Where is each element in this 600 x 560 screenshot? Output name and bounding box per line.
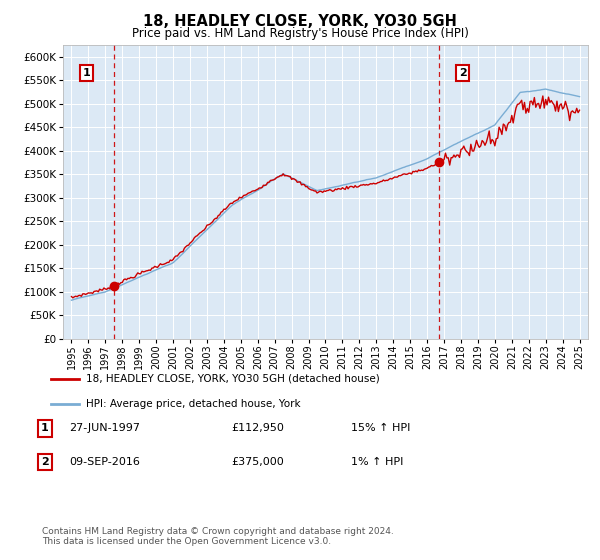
Text: 15% ↑ HPI: 15% ↑ HPI [351,423,410,433]
Text: 1: 1 [83,68,91,78]
Text: 1% ↑ HPI: 1% ↑ HPI [351,457,403,467]
Text: 2: 2 [41,457,49,467]
Text: Contains HM Land Registry data © Crown copyright and database right 2024.
This d: Contains HM Land Registry data © Crown c… [42,526,394,546]
Text: 27-JUN-1997: 27-JUN-1997 [69,423,140,433]
Text: 1: 1 [41,423,49,433]
Text: 18, HEADLEY CLOSE, YORK, YO30 5GH (detached house): 18, HEADLEY CLOSE, YORK, YO30 5GH (detac… [86,374,380,384]
Text: £112,950: £112,950 [231,423,284,433]
Text: 09-SEP-2016: 09-SEP-2016 [69,457,140,467]
Text: £375,000: £375,000 [231,457,284,467]
Text: Price paid vs. HM Land Registry's House Price Index (HPI): Price paid vs. HM Land Registry's House … [131,27,469,40]
Text: 2: 2 [458,68,466,78]
Text: HPI: Average price, detached house, York: HPI: Average price, detached house, York [86,399,301,409]
Text: 18, HEADLEY CLOSE, YORK, YO30 5GH: 18, HEADLEY CLOSE, YORK, YO30 5GH [143,14,457,29]
